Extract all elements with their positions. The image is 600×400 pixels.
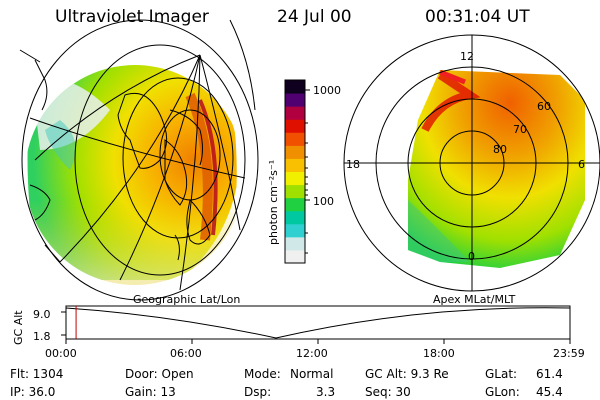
colorbar-segment — [285, 236, 305, 251]
glat-value: 61.4 — [536, 367, 563, 381]
mode-value: Normal — [290, 367, 334, 381]
mlt-label-12: 12 — [460, 50, 474, 63]
mode-label: Mode: — [244, 367, 281, 381]
colorbar-segment — [285, 158, 305, 172]
colorbar-segment — [285, 223, 305, 238]
gc-alt: GC Alt: 9.3 Re — [365, 367, 449, 381]
colorbar-segment — [285, 80, 305, 94]
xtick-1800: 18:00 — [423, 347, 455, 360]
altitude-ylabel: GC Alt — [12, 310, 25, 345]
color-bar — [285, 80, 305, 264]
colorbar-segment — [285, 210, 305, 225]
door-status: Door: Open — [125, 367, 194, 381]
geographic-image — [19, 19, 259, 301]
glon-label: GLon: — [485, 385, 520, 399]
altitude-ytick-9: 9.0 — [33, 308, 51, 321]
colorbar-segment — [285, 93, 305, 107]
mlat-label-80: 80 — [493, 143, 507, 156]
colorbar-tick-1000: 1000 — [313, 84, 341, 97]
mlt-label-18: 18 — [346, 158, 360, 171]
dsp-label: Dsp: — [244, 385, 272, 399]
colorbar-segment — [285, 132, 305, 146]
mlt-label-0: 0 — [468, 250, 475, 263]
xtick-1200: 12:00 — [296, 347, 328, 360]
colorbar-segment — [285, 184, 305, 199]
mlat-label-60: 60 — [537, 100, 551, 113]
sequence: Seq: 30 — [365, 385, 411, 399]
xtick-2359: 23:59 — [553, 347, 585, 360]
time-label: 00:31:04 UT — [425, 7, 530, 27]
colorbar-unit-label: photon cm⁻²s⁻¹ — [267, 160, 280, 245]
gain-value: Gain: 13 — [125, 385, 176, 399]
app-title: Ultraviolet Imager — [55, 7, 209, 27]
mlat-label-70: 70 — [513, 123, 527, 136]
glat-label: GLat: — [485, 367, 518, 381]
colorbar-segment — [285, 171, 305, 186]
mlt-label-6: 6 — [578, 158, 585, 171]
date-label: 24 Jul 00 — [277, 7, 352, 27]
glon-value: 45.4 — [536, 385, 563, 399]
apex-caption: Apex MLat/MLT — [433, 293, 516, 306]
colorbar-tick-100: 100 — [313, 195, 334, 208]
colorbar-segment — [285, 119, 305, 133]
colorbar-segment — [285, 197, 305, 212]
geographic-caption: Geographic Lat/Lon — [133, 293, 240, 306]
flight-number: Flt: 1304 — [10, 367, 64, 381]
colorbar-segment — [285, 249, 305, 264]
colorbar-segment — [285, 106, 305, 120]
altitude-plot — [61, 305, 571, 344]
xtick-0000: 00:00 — [45, 347, 77, 360]
mlat-mlt-polar-plot — [343, 34, 600, 292]
altitude-ytick-1.8: 1.8 — [33, 330, 51, 343]
dsp-value: 3.3 — [316, 385, 336, 399]
ip-value: IP: 36.0 — [10, 385, 56, 399]
colorbar-segment — [285, 145, 305, 159]
xtick-0600: 06:00 — [170, 347, 202, 360]
